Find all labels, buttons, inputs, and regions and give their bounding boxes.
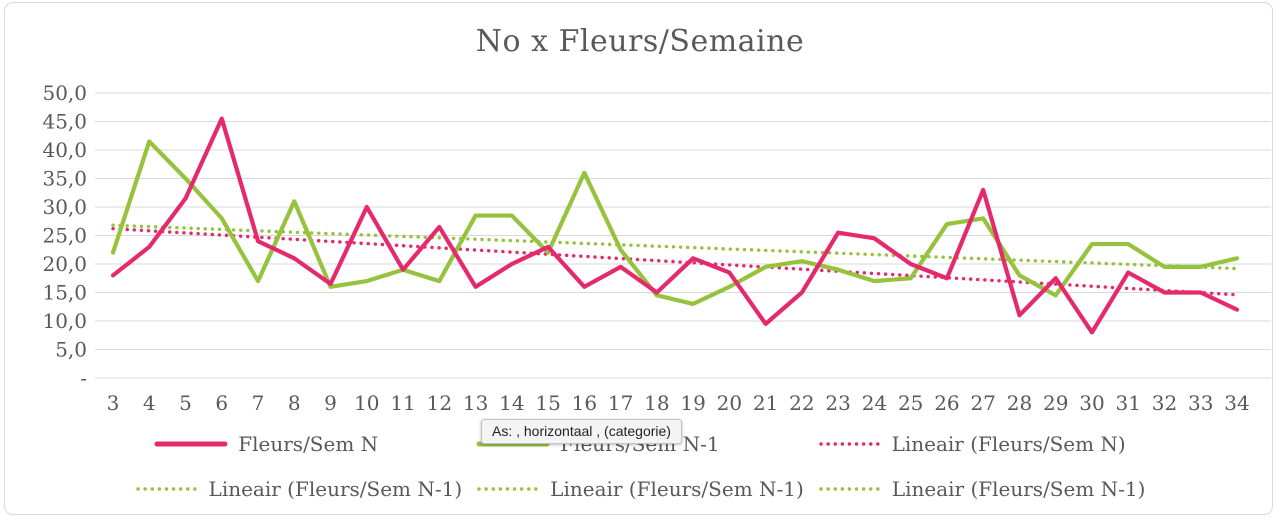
x-axis-tick-label: 26 [934,391,959,415]
chart-title[interactable]: No x Fleurs/Semaine [475,24,805,59]
x-axis-tick-label: 29 [1043,391,1068,415]
legend-item[interactable]: Lineair (Fleurs/Sem N) [818,432,1126,456]
y-axis-tick-label: 20,0 [42,252,87,276]
x-axis-tick-label: 25 [898,391,923,415]
series-line-fleurs-sem-n[interactable] [110,116,1240,335]
y-axis-tick-label: 25,0 [42,224,87,248]
legend-marker-solid-line [154,441,228,447]
x-axis-tick-label: 30 [1079,391,1104,415]
y-axis-tick-label: 45,0 [42,110,87,134]
x-axis-tick-label: 5 [179,391,192,415]
x-axis-tick-label: 24 [862,391,887,415]
series-line-fleurs-sem-n-1[interactable] [110,139,1240,306]
axis-tooltip: As: , horizontaal , (categorie) [481,419,682,444]
trendline-lineair-fleurs-sem-n-[interactable] [111,226,1239,297]
y-axis-tick-label: 50,0 [42,81,87,105]
x-axis-tick-label: 18 [644,391,669,415]
x-axis-tick-label: 14 [499,391,524,415]
x-axis-tick-label: 33 [1188,391,1213,415]
x-axis-tick-label: 4 [143,391,156,415]
legend-item[interactable]: Lineair (Fleurs/Sem N-1) [476,477,804,501]
x-axis-tick-label: 19 [680,391,705,415]
y-axis-tick-label: 30,0 [42,195,87,219]
x-axis-tick-label: 20 [717,391,742,415]
x-axis-tick-label: 8 [288,391,301,415]
x-axis-tick-label: 21 [753,391,778,415]
x-axis-tick-label: 12 [427,391,452,415]
legend-marker-solid-line [476,441,550,447]
y-axis-labels[interactable]: 50,0 45,0 40,0 35,0 30,0 25,0 20,0 15,0 10,0 5,0 - [42,81,87,390]
legend-row-2: Lineair (Fleurs/Sem N-1) Lineair (Fleurs… [0,477,1280,501]
x-axis-tick-label: 7 [252,391,265,415]
legend-item[interactable]: Lineair (Fleurs/Sem N-1) [135,477,463,501]
x-axis-tick-label: 27 [970,391,995,415]
y-axis-tick-label: 35,0 [42,167,87,191]
x-axis-tick-label: 31 [1115,391,1140,415]
legend-item-label: Fleurs/Sem N [238,432,379,456]
legend-marker-dotted-line [819,487,881,491]
x-axis-labels[interactable]: 3 4 5 6 7 8 9 10 11 12 13 14 15 16 17 18 19 20 21 22 23 24 25 2… [107,391,1250,415]
legend-item-label: Lineair (Fleurs/Sem N-1) [550,477,804,501]
legend-marker-dotted-line [135,487,198,491]
legend-marker-dotted-line [477,487,539,491]
y-axis-tick-label: 5,0 [55,338,87,362]
axis-tooltip-text: As: , horizontaal , (categorie) [492,423,671,439]
y-axis-tick-label: 10,0 [42,309,87,333]
legend-item-label: Lineair (Fleurs/Sem N-1) [891,477,1146,501]
y-axis-tick-label: 40,0 [42,138,87,162]
legend-marker-dotted-line [818,442,881,446]
x-axis-tick-label: 9 [324,391,337,415]
x-axis-tick-label: 17 [608,391,633,415]
trendline-lineair-fleurs-sem-n-1-[interactable] [111,223,1239,271]
x-axis-tick-label: 3 [107,391,120,415]
x-axis-tick-label: 15 [535,391,560,415]
x-axis-tick-label: 13 [463,391,488,415]
x-axis-tick-label: 34 [1224,391,1249,415]
x-axis-tick-label: 32 [1152,391,1177,415]
x-axis-tick-label: 11 [390,391,415,415]
x-axis-tick-label: 16 [572,391,597,415]
legend-item-label: Lineair (Fleurs/Sem N-1) [208,477,463,501]
legend-item-label: Lineair (Fleurs/Sem N) [891,432,1126,456]
gridlines [95,92,1271,379]
x-axis-tick-label: 6 [215,391,228,415]
x-axis-tick-label: 23 [825,391,850,415]
x-axis-tick-label: 22 [789,391,814,415]
legend-item[interactable]: Fleurs/Sem N [154,432,378,456]
x-axis-tick-label: 28 [1007,391,1032,415]
y-axis-tick-label: - [80,366,87,390]
x-axis-tick-label: 10 [354,391,379,415]
legend-item[interactable]: Lineair (Fleurs/Sem N-1) [818,477,1146,501]
y-axis-tick-label: 15,0 [42,281,87,305]
